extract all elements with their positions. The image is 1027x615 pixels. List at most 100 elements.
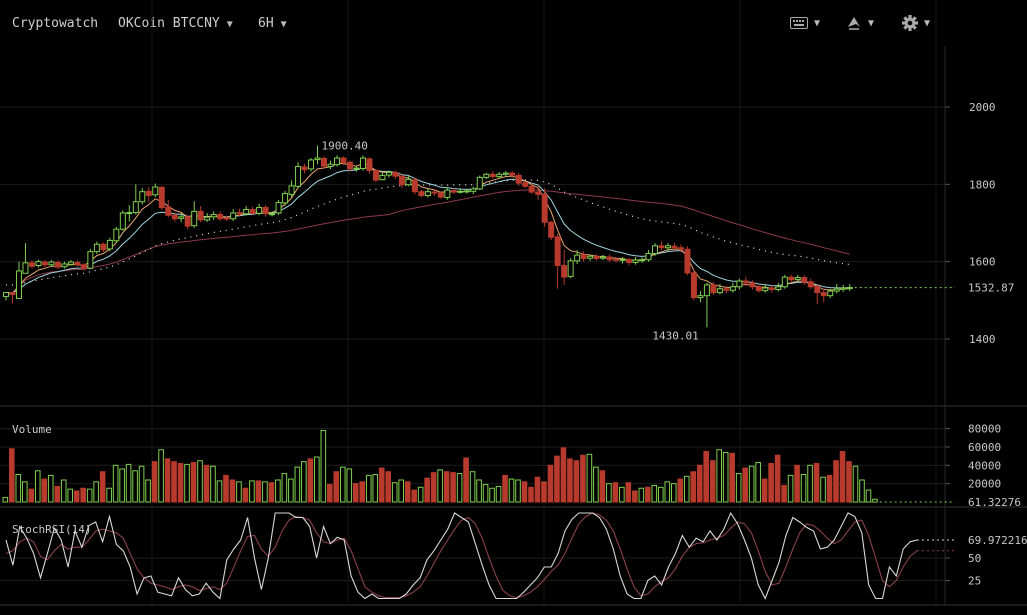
candle (450, 187, 457, 194)
volume-bar (606, 483, 612, 503)
candle-body (833, 288, 840, 292)
volume-bar (359, 481, 366, 503)
app-logo[interactable]: Cryptowatch (12, 16, 99, 31)
candle-body (431, 191, 438, 194)
volume-bar (398, 479, 404, 503)
volume-bar (190, 462, 197, 503)
volume-bar (80, 487, 86, 503)
candle (431, 190, 438, 196)
volume-bar (171, 461, 177, 503)
volume-bar (683, 475, 690, 503)
candle-body (15, 270, 22, 299)
volume-bar (365, 474, 372, 503)
candle (613, 257, 620, 263)
volume-bar (411, 489, 417, 503)
candle (15, 261, 22, 299)
ema-short-line (5, 162, 850, 294)
volume-bar (651, 484, 658, 503)
candle-body (9, 292, 16, 296)
candle-body (93, 243, 100, 253)
candle (470, 186, 477, 194)
candle (496, 171, 503, 179)
candle-body (476, 176, 483, 190)
candle-body (372, 169, 379, 181)
volume-bar (560, 447, 567, 503)
candle-body (716, 288, 723, 294)
candle (639, 257, 646, 263)
volume-bar (177, 462, 184, 503)
candle-body (528, 185, 535, 193)
candle (359, 155, 366, 171)
candle (483, 172, 490, 179)
top-toolbar: Cryptowatch OKCoin BTCCNY ▼ 6H ▼ ▼ ▼ ▼ (0, 0, 1027, 46)
candle-body (87, 251, 94, 269)
candle-body (554, 236, 561, 267)
candle-body (223, 217, 230, 220)
candle-body (314, 157, 321, 161)
volume-bar (28, 488, 35, 503)
candle-body (509, 172, 516, 176)
market-selector[interactable]: OKCoin BTCCNY ▼ (118, 16, 233, 31)
volume-bar (294, 466, 301, 503)
volume-bar (391, 482, 398, 503)
volume-bar (482, 484, 489, 503)
candle (593, 253, 600, 261)
keyboard-menu-button[interactable]: ▼ (790, 14, 820, 32)
candle (145, 187, 152, 203)
candle-body (41, 261, 48, 266)
candle (308, 158, 315, 172)
volume-bar (443, 471, 450, 503)
candle (775, 282, 782, 292)
candle (522, 181, 529, 189)
volume-bar (437, 469, 443, 503)
candle-body (515, 174, 522, 184)
settings-button[interactable]: ▼ (902, 14, 930, 32)
candle (132, 184, 139, 215)
candle (664, 243, 671, 251)
candle-body (327, 163, 334, 168)
volume-bar (735, 473, 742, 503)
y-tick-label: 25 (968, 575, 981, 588)
candle-body (645, 253, 652, 261)
drawing-tools-button[interactable]: ▼ (846, 14, 874, 32)
candle (119, 210, 126, 231)
volume-bar (255, 480, 262, 503)
volume-bar (288, 478, 294, 503)
candle (729, 282, 736, 293)
volume-bar (839, 451, 846, 503)
candle-body (22, 262, 29, 274)
candle-body (710, 284, 717, 294)
candle-body (379, 174, 386, 181)
volume-bar (547, 464, 554, 503)
volume-bar (515, 479, 521, 503)
y-tick-label: 1600 (969, 256, 996, 269)
chevron-down-icon: ▼ (226, 19, 233, 30)
volume-bar (554, 455, 560, 503)
volume-bar (197, 460, 203, 503)
candle (840, 284, 847, 292)
volume-bar (372, 473, 379, 503)
candle (794, 274, 801, 282)
candle-body (308, 159, 315, 170)
candle (833, 284, 840, 294)
candle (788, 274, 795, 282)
candle-body (321, 157, 328, 167)
candle-body (489, 173, 496, 178)
candle (35, 259, 42, 268)
drawing-tool-icon (848, 17, 860, 30)
candle (48, 260, 55, 267)
volume-bar (106, 487, 112, 503)
candle (9, 292, 16, 304)
candle-body (398, 175, 405, 186)
candle-body (522, 182, 529, 187)
candle (398, 174, 405, 189)
candle (580, 251, 587, 262)
candle (197, 205, 204, 223)
volume-bar (677, 478, 684, 503)
period-selector[interactable]: 6H ▼ (258, 16, 287, 31)
volume-title: Volume (12, 423, 52, 436)
volume-bar (469, 471, 476, 503)
candle-body (100, 243, 107, 251)
candle-body (145, 190, 152, 197)
